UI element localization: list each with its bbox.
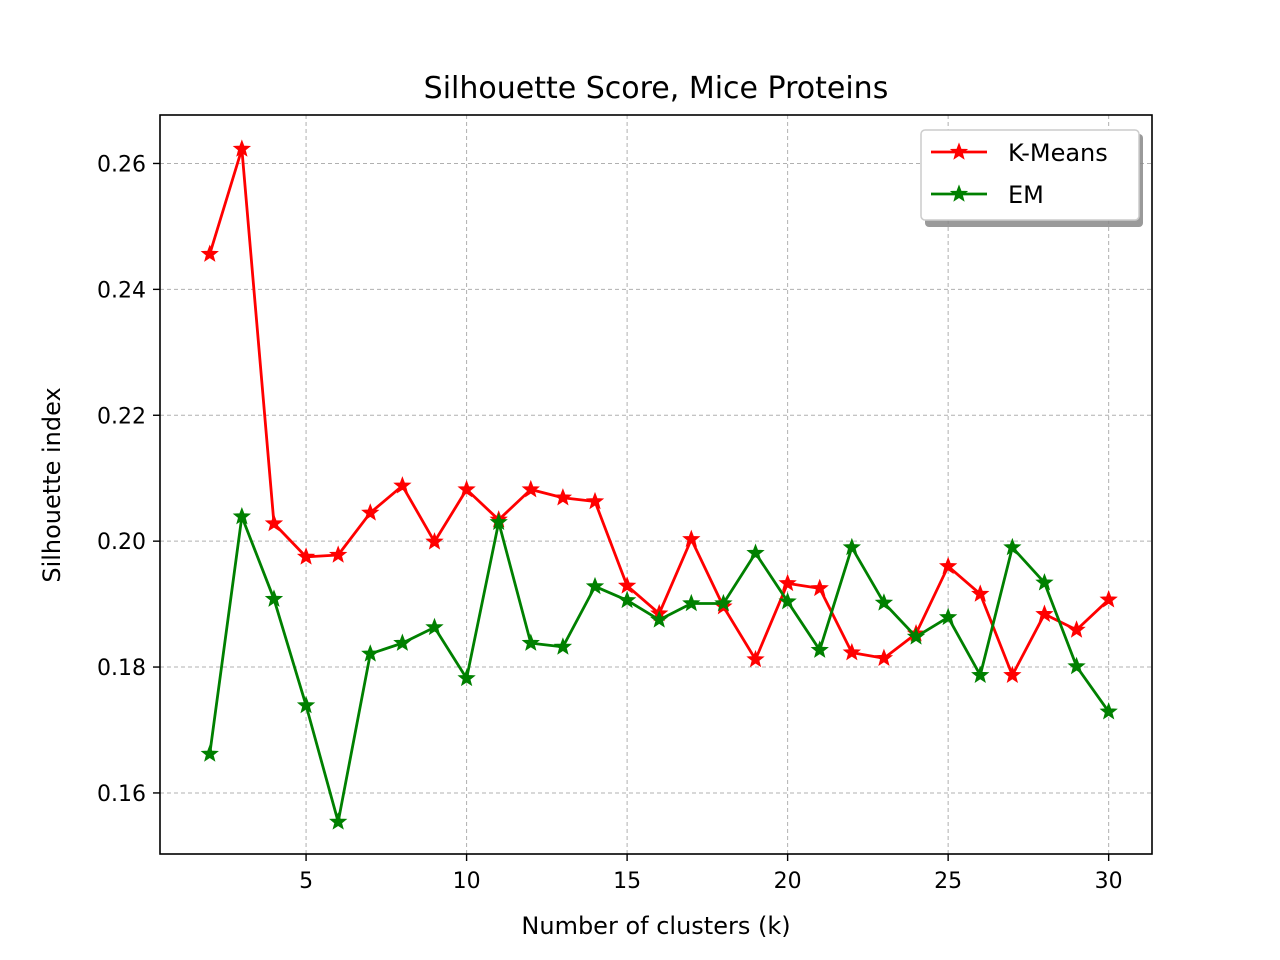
data-point-em bbox=[874, 593, 894, 611]
legend-label-em: EM bbox=[1008, 181, 1044, 209]
data-point-k-means bbox=[682, 529, 701, 548]
legend-marker-em bbox=[949, 184, 969, 202]
data-point-em bbox=[489, 512, 508, 531]
data-point-k-means bbox=[746, 649, 765, 668]
data-point-k-means bbox=[938, 556, 958, 575]
plot-area bbox=[160, 115, 1152, 854]
data-point-k-means bbox=[200, 244, 219, 262]
axes-frame bbox=[159, 114, 1153, 855]
data-point-em bbox=[617, 590, 637, 609]
data-point-k-means bbox=[1099, 590, 1118, 608]
data-point-k-means bbox=[425, 532, 444, 550]
data-point-k-means bbox=[296, 547, 316, 565]
data-point-k-means bbox=[810, 578, 829, 597]
series-em bbox=[200, 506, 1118, 830]
legend: K-Means EM bbox=[920, 129, 1143, 227]
data-point-em bbox=[457, 668, 476, 687]
data-point-em bbox=[650, 610, 669, 628]
data-point-k-means bbox=[393, 476, 412, 494]
data-point-em bbox=[296, 695, 316, 714]
data-point-k-means bbox=[971, 584, 990, 602]
data-point-k-means bbox=[1067, 620, 1086, 638]
y-tick-label: 0.20 bbox=[97, 530, 146, 555]
x-tick-label: 20 bbox=[774, 869, 802, 894]
data-point-k-means bbox=[874, 648, 894, 667]
x-tick-label: 30 bbox=[1095, 869, 1123, 894]
data-point-k-means bbox=[553, 488, 573, 506]
x-axis-label: Number of clusters (k) bbox=[521, 912, 790, 940]
data-point-k-means bbox=[521, 479, 540, 498]
y-tick-label: 0.18 bbox=[97, 656, 146, 681]
x-tick-label: 25 bbox=[934, 869, 962, 894]
data-point-k-means bbox=[457, 479, 476, 498]
axis-ticks: 5 10 15 20 25 30 0.16 0.18 0.20 0.22 0.24 0.26 bbox=[97, 152, 1123, 894]
y-tick-label: 0.22 bbox=[97, 404, 146, 429]
data-point-k-means bbox=[361, 503, 380, 521]
data-point-em bbox=[1003, 537, 1022, 556]
data-point-em bbox=[682, 593, 701, 612]
data-point-em bbox=[393, 633, 412, 651]
data-point-em bbox=[906, 627, 926, 645]
data-point-em bbox=[714, 593, 733, 612]
data-point-em bbox=[1035, 573, 1054, 591]
data-point-k-means bbox=[329, 545, 348, 563]
legend-label-k-means: K-Means bbox=[1008, 139, 1108, 167]
data-point-k-means bbox=[617, 576, 637, 594]
x-tick-label: 15 bbox=[613, 869, 641, 894]
x-tick-label: 5 bbox=[299, 869, 313, 894]
data-point-em bbox=[971, 665, 990, 684]
series-layer bbox=[200, 139, 1118, 830]
data-point-em bbox=[264, 589, 284, 607]
data-point-em bbox=[232, 506, 252, 525]
data-point-em bbox=[778, 591, 797, 610]
data-point-em bbox=[425, 617, 444, 636]
chart-title: Silhouette Score, Mice Proteins bbox=[424, 71, 889, 106]
y-tick-label: 0.24 bbox=[97, 278, 146, 303]
data-point-k-means bbox=[585, 491, 605, 510]
data-point-k-means bbox=[232, 139, 252, 157]
data-point-em bbox=[361, 644, 380, 662]
y-tick-label: 0.16 bbox=[97, 782, 146, 807]
data-point-em bbox=[746, 543, 765, 561]
data-point-em bbox=[938, 607, 958, 626]
data-point-em bbox=[553, 637, 573, 655]
data-point-em bbox=[585, 576, 605, 595]
x-tick-label: 10 bbox=[453, 869, 481, 894]
data-point-k-means bbox=[778, 573, 797, 592]
data-point-em bbox=[329, 812, 348, 830]
data-point-em bbox=[521, 633, 540, 651]
y-tick-label: 0.26 bbox=[97, 152, 146, 177]
data-point-em bbox=[810, 640, 829, 658]
y-axis-label: Silhouette index bbox=[38, 387, 66, 582]
data-point-em bbox=[1067, 656, 1086, 675]
data-point-em bbox=[842, 537, 861, 556]
data-point-k-means bbox=[1035, 604, 1054, 622]
data-point-em bbox=[1099, 702, 1118, 720]
legend-marker-k-means bbox=[949, 142, 969, 160]
legend-entries: K-Means EM bbox=[931, 139, 1108, 209]
legend-entry-k-means: K-Means bbox=[931, 139, 1108, 167]
legend-entry-em: EM bbox=[931, 181, 1044, 209]
data-point-k-means bbox=[842, 642, 861, 661]
data-point-k-means bbox=[264, 513, 284, 532]
data-point-k-means bbox=[1003, 665, 1022, 684]
data-point-em bbox=[200, 744, 219, 762]
